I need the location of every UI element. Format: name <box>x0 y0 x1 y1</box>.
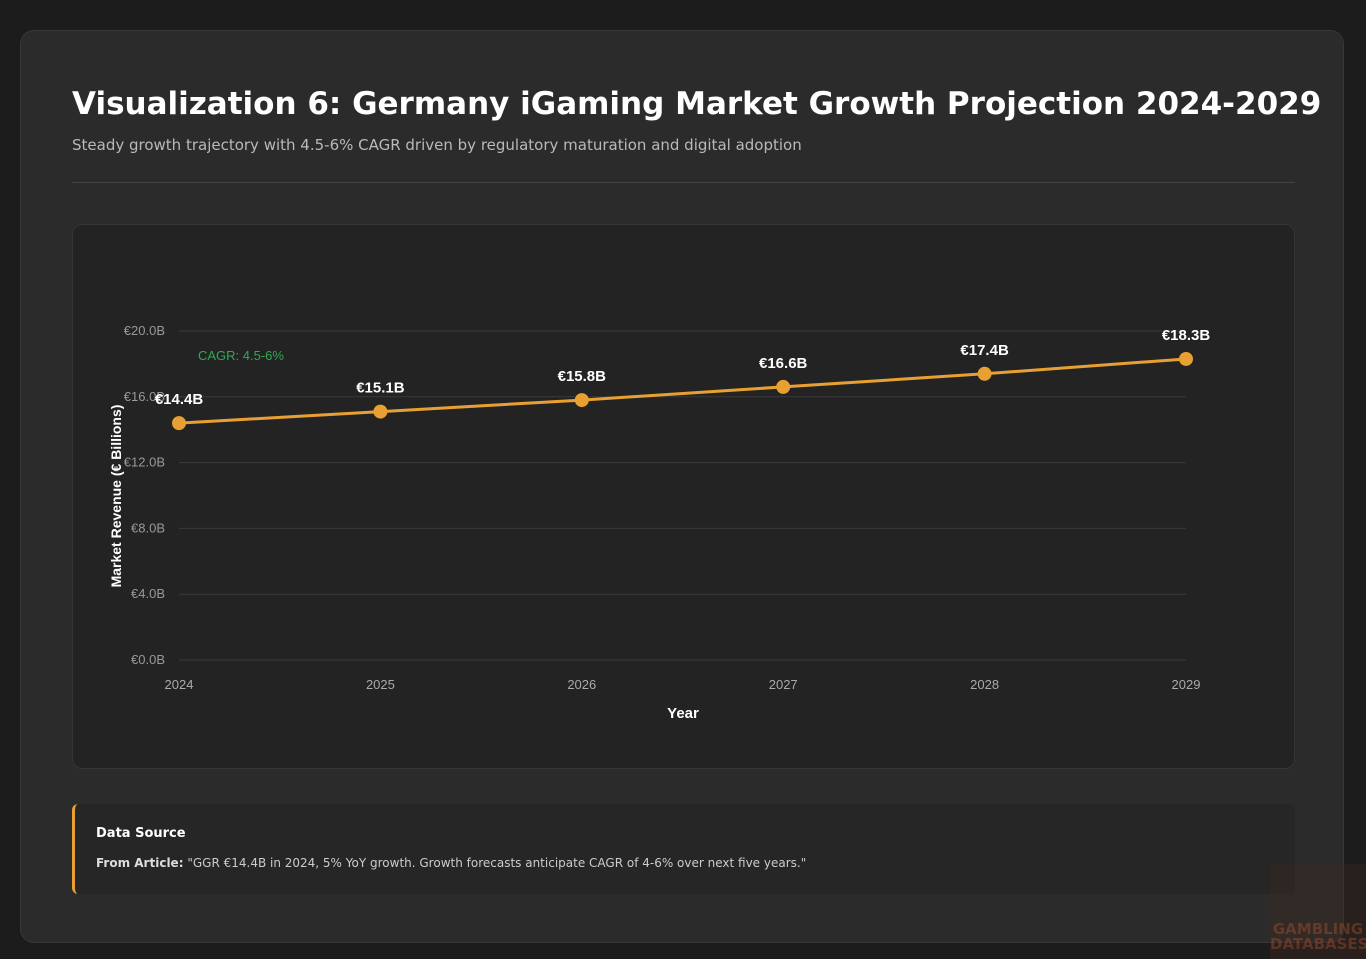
x-tick-label: 2027 <box>769 677 798 692</box>
y-tick-label: €8.0B <box>131 520 165 535</box>
page-subtitle: Steady growth trajectory with 4.5-6% CAG… <box>72 136 802 154</box>
page-title: Visualization 6: Germany iGaming Market … <box>72 86 1322 122</box>
watermark-text: GAMBLING <box>1272 920 1364 938</box>
annotation: CAGR: 4.5-6% <box>198 348 284 363</box>
y-tick-label: €0.0B <box>131 652 165 667</box>
y-tick-label: €12.0B <box>124 455 165 470</box>
x-axis-title: Year <box>667 705 699 722</box>
x-tick-label: 2029 <box>1172 677 1201 692</box>
divider <box>72 182 1295 183</box>
x-tick-label: 2024 <box>165 677 194 692</box>
value-label: €16.6B <box>759 355 808 372</box>
y-tick-label: €20.0B <box>124 323 165 338</box>
source-quote: "GGR €14.4B in 2024, 5% YoY growth. Grow… <box>187 856 807 870</box>
watermark-text: DATABASES <box>1270 935 1366 953</box>
x-tick-label: 2025 <box>366 677 395 692</box>
value-label: €15.1B <box>356 380 405 397</box>
point <box>172 416 186 431</box>
y-axis-title: Market Revenue (€ Billions) <box>108 405 124 588</box>
source-heading: Data Source <box>96 826 186 841</box>
point <box>574 393 589 408</box>
source-box: Data Source From Article: "GGR €14.4B in… <box>72 804 1295 894</box>
point <box>977 366 992 381</box>
chart-container <box>72 224 1295 769</box>
point <box>776 379 791 394</box>
line <box>178 357 1187 425</box>
x-tick-label: 2026 <box>567 677 596 692</box>
value-label: €14.4B <box>155 391 204 408</box>
point <box>1179 351 1193 366</box>
watermark: GAMBLING DATABASES <box>1270 864 1366 959</box>
x-tick-label: 2028 <box>970 677 999 692</box>
value-label: €15.8B <box>558 368 607 385</box>
y-tick-label: €16.0B <box>124 389 165 404</box>
point <box>373 404 388 419</box>
y-tick-label: €4.0B <box>131 586 165 601</box>
source-text: From Article: "GGR €14.4B in 2024, 5% Yo… <box>96 856 806 870</box>
value-label: €18.3B <box>1162 327 1211 344</box>
source-lead: From Article: <box>96 856 184 870</box>
card: Visualization 6: Germany iGaming Market … <box>20 30 1344 943</box>
value-label: €17.4B <box>960 342 1009 359</box>
